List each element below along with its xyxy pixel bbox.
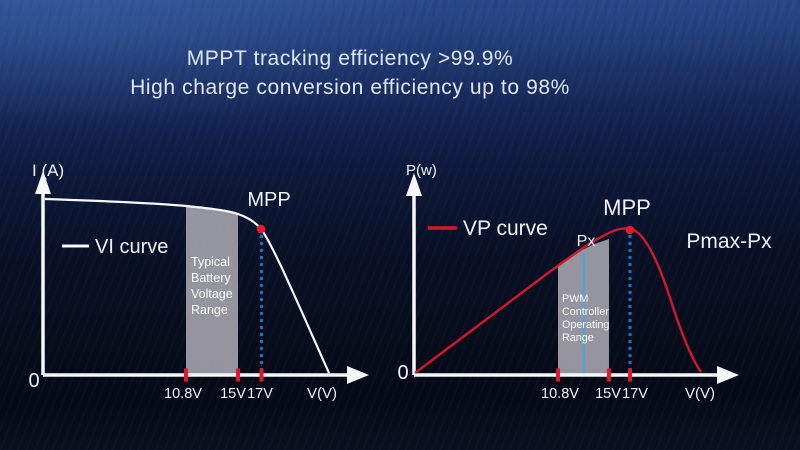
vi-curve-chart: VI curve I (A) 0 MPP 10.8V 15V 17V V(V) … xyxy=(28,161,369,402)
band-text-line3: Operating xyxy=(562,319,609,331)
tick-10-8v xyxy=(184,368,188,382)
band-text-line3: Voltage xyxy=(191,287,233,301)
y-axis-label: P(w) xyxy=(406,162,437,179)
band-text-line1: PWM xyxy=(562,293,588,305)
x-axis-label: V(V) xyxy=(307,385,337,402)
tick-15v xyxy=(607,368,611,382)
band-text-line4: Range xyxy=(562,332,594,344)
y-axis-arrowhead xyxy=(35,171,51,194)
band-text-line4: Range xyxy=(191,303,228,317)
mpp-point xyxy=(625,225,635,235)
vp-legend-label: VP curve xyxy=(463,217,548,240)
title-block: MPPT tracking efficiency >99.9% High cha… xyxy=(40,44,660,102)
tick-10-8v xyxy=(556,368,560,382)
x-tick-label-10-8v: 10.8V xyxy=(164,386,202,402)
x-tick-label-17v: 17V xyxy=(247,386,273,402)
title-line-1: MPPT tracking efficiency >99.9% xyxy=(186,47,514,70)
tick-17v xyxy=(628,368,632,382)
vp-curve-line xyxy=(414,227,702,374)
mpp-label: MPP xyxy=(247,189,290,211)
x-axis-arrowhead xyxy=(717,366,739,384)
x-axis-label: V(V) xyxy=(685,385,715,402)
y-axis-label: I (A) xyxy=(32,161,64,180)
band-text-line2: Controller xyxy=(562,306,609,318)
mpp-point xyxy=(256,224,266,234)
x-tick-label-15v: 15V xyxy=(220,386,246,402)
mpp-label: MPP xyxy=(603,195,651,220)
band-text-line1: Typical xyxy=(191,255,230,269)
origin-label: 0 xyxy=(397,362,408,384)
tick-17v xyxy=(259,368,264,382)
tick-15v xyxy=(236,368,240,382)
x-tick-label-17v: 17V xyxy=(622,386,648,402)
y-axis-arrowhead xyxy=(406,173,422,196)
vi-curve-line xyxy=(44,197,331,374)
vi-legend-label: VI curve xyxy=(95,236,168,258)
pmax-px-label: Pmax-Px xyxy=(686,230,772,253)
vp-curve-chart: VP curve P(w) 0 MPP Px Pmax-Px 10.8V 15V… xyxy=(397,162,772,402)
x-axis-arrowhead xyxy=(347,366,369,384)
x-tick-label-15v: 15V xyxy=(595,386,621,402)
battery-voltage-range-band xyxy=(186,205,238,374)
band-text-line2: Battery xyxy=(191,271,231,285)
title-line-2: High charge conversion efficiency up to … xyxy=(130,76,570,99)
origin-label: 0 xyxy=(28,370,39,392)
x-tick-label-10-8v: 10.8V xyxy=(541,386,579,402)
px-label: Px xyxy=(577,233,596,250)
